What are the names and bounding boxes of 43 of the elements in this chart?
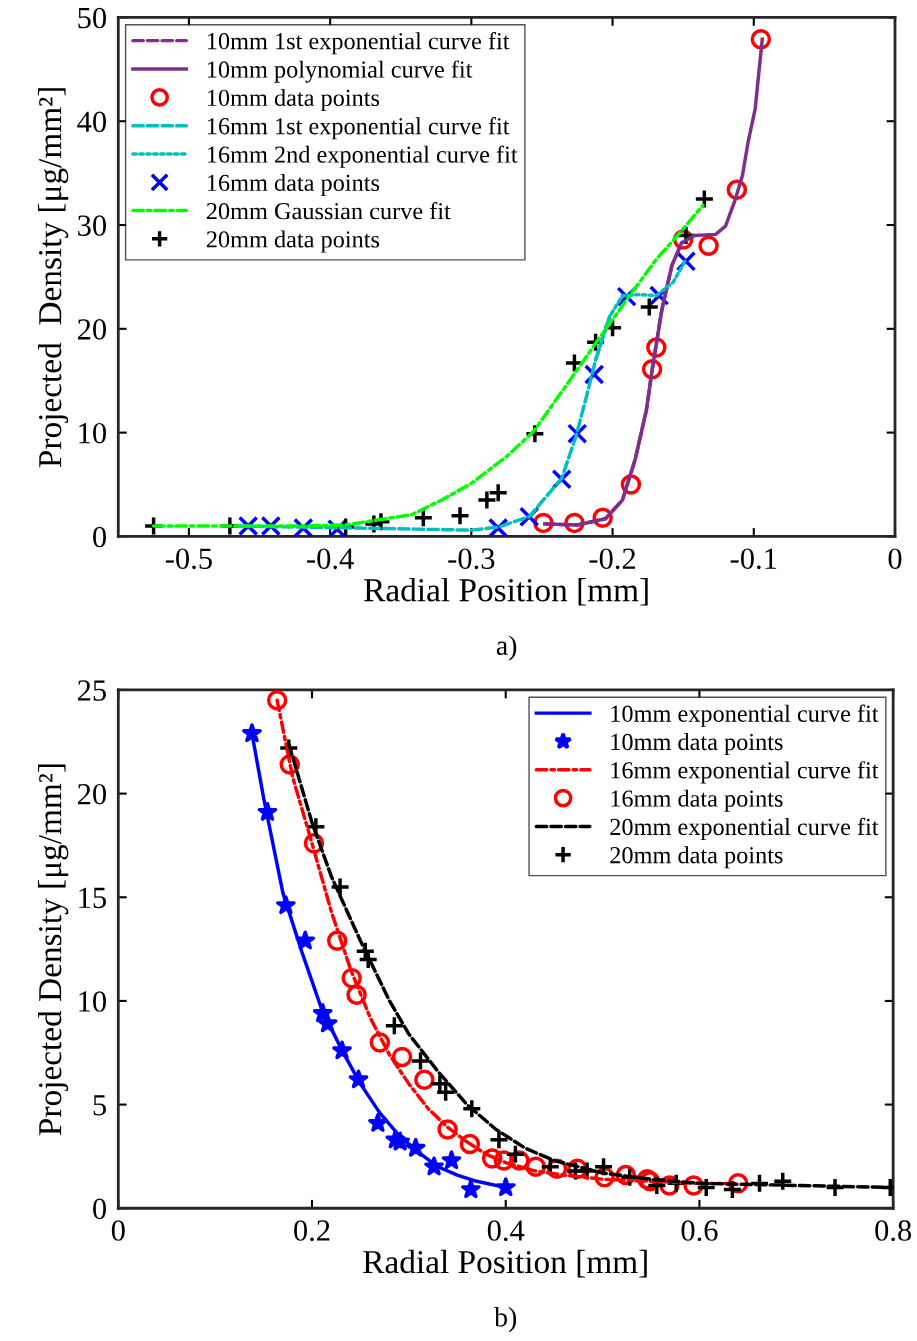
- y-tick-label: 25: [77, 680, 106, 701]
- x-tick-label: 0.6: [681, 1220, 718, 1241]
- legend-label: 20mm data points: [206, 230, 380, 253]
- x-axis-title: Radial Position [mm]: [364, 578, 648, 606]
- y-axis-title: Projected Density [μg/mm²]: [37, 88, 69, 468]
- y-tick-label: 0: [93, 1198, 107, 1220]
- y-tick-label: 15: [79, 887, 106, 909]
- y-tick-label: 50: [78, 7, 107, 29]
- y-tick-label: 0: [93, 526, 107, 548]
- y-tick-label: 30: [78, 215, 107, 236]
- y-tick-label: 40: [77, 111, 107, 133]
- legend-label: 20mm Gaussian curve fit: [206, 201, 451, 220]
- legend-label: 20mm exponential curve fit: [610, 817, 879, 841]
- x-tick-label: -0.2: [589, 548, 636, 570]
- x-tick-label: 0.2: [294, 1220, 330, 1241]
- x-tick-label: -0.3: [448, 548, 495, 570]
- x-tick-label: 0.8: [875, 1220, 912, 1241]
- legend-label: 16mm 1st exponential curve fit: [207, 117, 510, 140]
- text: a): [496, 635, 517, 661]
- x-tick-label: -0.4: [307, 548, 354, 570]
- x-tick-label: -0.1: [730, 548, 777, 570]
- text: b): [494, 1307, 517, 1333]
- y-tick-label: 20: [77, 319, 107, 340]
- legend-label: 16mm data points: [611, 789, 783, 812]
- legend-label: 10mm exponential curve fit: [611, 704, 879, 727]
- legend-label: 10mm data points: [207, 88, 380, 112]
- legend-label: 16mm exponential curve fit: [611, 761, 879, 784]
- legend-label: 10mm polynomial curve fit: [207, 60, 473, 83]
- legend-label: 20mm data points: [610, 846, 783, 869]
- y-tick-label: 20: [77, 783, 107, 805]
- legend-label: 10mm data points: [611, 733, 783, 756]
- y-tick-label: 5: [93, 1095, 106, 1116]
- x-tick-label: 0: [111, 1220, 125, 1241]
- x-tick-label: 0: [888, 548, 902, 570]
- legend-label: 16mm data points: [207, 173, 380, 196]
- legend-label: 10mm 1st exponential curve fit: [207, 32, 510, 55]
- legend-label: 16mm 2nd exponential curve fit: [207, 145, 518, 168]
- x-tick-label: -0.5: [165, 548, 212, 570]
- y-tick-label: 10: [79, 422, 107, 444]
- x-tick-label: 0.4: [487, 1220, 525, 1241]
- y-axis-title: Projected Density [μg/mm²]: [37, 764, 69, 1136]
- x-axis-title: Radial Position [mm]: [363, 1249, 647, 1278]
- y-tick-label: 10: [79, 991, 107, 1012]
